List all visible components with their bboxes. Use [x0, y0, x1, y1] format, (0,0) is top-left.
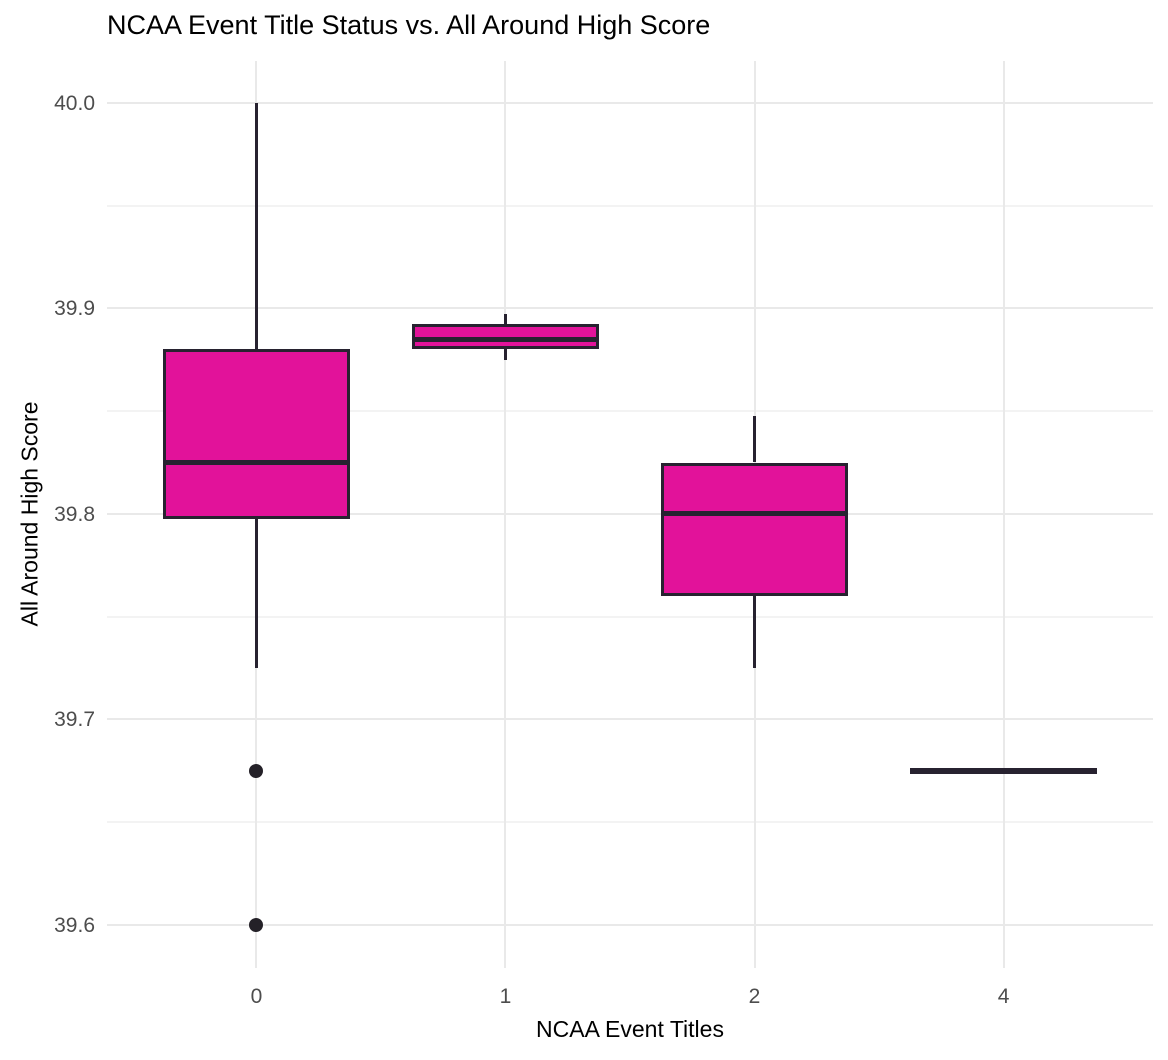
lower-whisker	[254, 519, 258, 668]
major-gridline-vertical	[1002, 61, 1005, 968]
major-gridline-vertical	[504, 61, 507, 968]
minor-gridline-horizontal	[107, 615, 1153, 618]
y-tick-label: 39.6	[54, 913, 95, 937]
y-tick-label: 39.9	[54, 297, 95, 321]
median-line	[661, 511, 848, 517]
y-axis-title: All Around High Score	[16, 401, 43, 627]
x-axis-title: NCAA Event Titles	[536, 1016, 724, 1042]
lower-whisker	[503, 349, 507, 360]
minor-gridline-horizontal	[107, 821, 1153, 824]
iqr-box	[163, 349, 350, 519]
outlier-point	[249, 917, 264, 932]
iqr-box	[661, 462, 848, 597]
upper-whisker	[753, 416, 757, 463]
x-tick-label: 0	[250, 985, 263, 1008]
major-gridline-horizontal	[107, 307, 1153, 310]
minor-gridline-horizontal	[107, 410, 1153, 413]
y-tick-label: 39.7	[54, 708, 95, 732]
upper-whisker	[503, 313, 507, 324]
median-line	[910, 767, 1097, 774]
y-tick-label: 40.0	[54, 91, 95, 115]
x-tick-label: 2	[748, 985, 761, 1008]
major-gridline-horizontal	[107, 718, 1153, 721]
major-gridline-horizontal	[107, 512, 1153, 515]
outlier-point	[249, 763, 264, 778]
iqr-box	[412, 323, 599, 350]
chart-title: NCAA Event Title Status vs. All Around H…	[107, 10, 711, 40]
upper-whisker	[254, 102, 258, 350]
y-tick-label: 39.8	[54, 502, 95, 526]
minor-gridline-horizontal	[107, 204, 1153, 207]
major-gridline-horizontal	[107, 101, 1153, 104]
median-line	[412, 336, 599, 342]
median-line	[163, 460, 350, 465]
x-tick-label: 4	[997, 985, 1010, 1008]
x-tick-label: 1	[499, 985, 512, 1008]
major-gridline-horizontal	[107, 923, 1153, 926]
lower-whisker	[753, 596, 757, 668]
